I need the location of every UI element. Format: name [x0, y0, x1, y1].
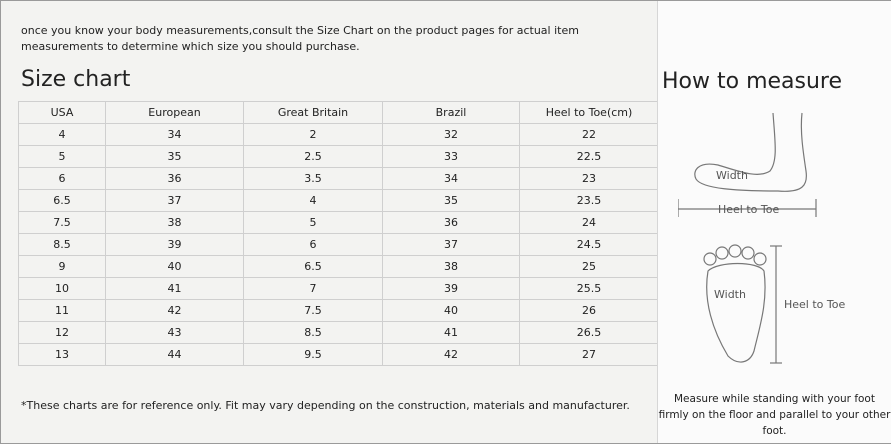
table-cell: 38	[105, 211, 244, 234]
side-width-label: Width	[716, 169, 748, 182]
size-chart-title: Size chart	[21, 67, 131, 92]
table-row: 10 41 7 39 25.5	[18, 277, 659, 300]
table-cell: 39	[382, 277, 520, 300]
table-cell: 12	[18, 321, 106, 344]
table-cell: 33	[382, 145, 520, 168]
table-cell: USA	[18, 101, 106, 124]
table-cell: 25.5	[519, 277, 659, 300]
table-cell: 42	[105, 299, 244, 322]
table-cell: 8.5	[18, 233, 106, 256]
top-width-label: Width	[714, 288, 746, 301]
side-heel-label: Heel to Toe	[718, 203, 779, 216]
top-foot	[706, 262, 766, 363]
intro-text: once you know your body measurements,con…	[21, 24, 579, 53]
table-cell: 35	[382, 189, 520, 212]
table-cell: 4	[243, 189, 383, 212]
side-foot	[694, 112, 807, 192]
size-table: USA European Great Britain Brazil Heel to To…	[18, 101, 659, 366]
table-cell: 24.5	[519, 233, 659, 256]
table-row: 6.5 37 4 35 23.5	[18, 189, 659, 212]
table-row: 11 42 7.5 40 26	[18, 299, 659, 322]
table-cell: 6.5	[243, 255, 383, 278]
toe	[715, 246, 729, 260]
table-cell: 6	[243, 233, 383, 256]
table-cell: Brazil	[382, 101, 520, 124]
table-cell: 27	[519, 343, 659, 366]
table-cell: 36	[105, 167, 244, 190]
table-cell: 34	[382, 167, 520, 190]
table-cell: 26	[519, 299, 659, 322]
table-cell: 5	[18, 145, 106, 168]
top-heel-label: Heel to Toe	[784, 298, 845, 311]
note: *These charts are for reference only. Fi…	[21, 399, 630, 412]
table-cell: 25	[519, 255, 659, 278]
how-to-measure-panel: How to measure Width Heel to Toe Width H…	[657, 1, 891, 443]
toe	[728, 244, 742, 258]
table-cell: 32	[382, 123, 520, 146]
table-cell: 22	[519, 123, 659, 146]
table-cell: 34	[105, 123, 244, 146]
toe	[741, 246, 755, 260]
table-cell: 42	[382, 343, 520, 366]
table-cell: 43	[105, 321, 244, 344]
table-cell: 9.5	[243, 343, 383, 366]
table-row: 8.5 39 6 37 24.5	[18, 233, 659, 256]
toe	[703, 252, 717, 266]
table-row: 4 34 2 32 22	[18, 123, 659, 146]
table-row: 5 35 2.5 33 22.5	[18, 145, 659, 168]
table-cell: Heel to Toe(cm)	[519, 101, 659, 124]
table-cell: 22.5	[519, 145, 659, 168]
table-cell: 39	[105, 233, 244, 256]
table-cell: 35	[105, 145, 244, 168]
table-row: 6 36 3.5 34 23	[18, 167, 659, 190]
table-cell: 6	[18, 167, 106, 190]
table-row: 13 44 9.5 42 27	[18, 343, 659, 366]
table-cell: 41	[382, 321, 520, 344]
table-cell: 13	[18, 343, 106, 366]
table-cell: 9	[18, 255, 106, 278]
table-row: 9 40 6.5 38 25	[18, 255, 659, 278]
table-cell: 8.5	[243, 321, 383, 344]
table-row: 12 43 8.5 41 26.5	[18, 321, 659, 344]
table-cell: 10	[18, 277, 106, 300]
table-cell: 7.5	[243, 299, 383, 322]
foot-diagrams: Width Heel to Toe Width Heel to Toe	[678, 112, 845, 364]
table-cell: Great Britain	[243, 101, 383, 124]
table-cell: 44	[105, 343, 244, 366]
table-cell: 6.5	[18, 189, 106, 212]
toe	[753, 252, 767, 266]
table-cell: 37	[105, 189, 244, 212]
table-cell: 7.5	[18, 211, 106, 234]
table-cell: 3.5	[243, 167, 383, 190]
table-cell: 24	[519, 211, 659, 234]
table-cell: 37	[382, 233, 520, 256]
instruction: Measure while standing with your foot fi…	[658, 393, 891, 437]
table-cell: 7	[243, 277, 383, 300]
table-cell: 11	[18, 299, 106, 322]
table-cell: 41	[105, 277, 244, 300]
table-row: 7.5 38 5 36 24	[18, 211, 659, 234]
table-cell: 38	[382, 255, 520, 278]
table-cell: 40	[382, 299, 520, 322]
table-cell: 2	[243, 123, 383, 146]
table-cell: 26.5	[519, 321, 659, 344]
table-cell: 36	[382, 211, 520, 234]
header-row: USA European Great Britain Brazil Heel to To…	[18, 101, 659, 124]
table-cell: 40	[105, 255, 244, 278]
table-cell: 23.5	[519, 189, 659, 212]
table-cell: 23	[519, 167, 659, 190]
table-cell: 5	[243, 211, 383, 234]
how-to-measure-title: How to measure	[662, 69, 843, 94]
table-cell: 4	[18, 123, 106, 146]
table-cell: European	[105, 101, 244, 124]
table-cell: 2.5	[243, 145, 383, 168]
